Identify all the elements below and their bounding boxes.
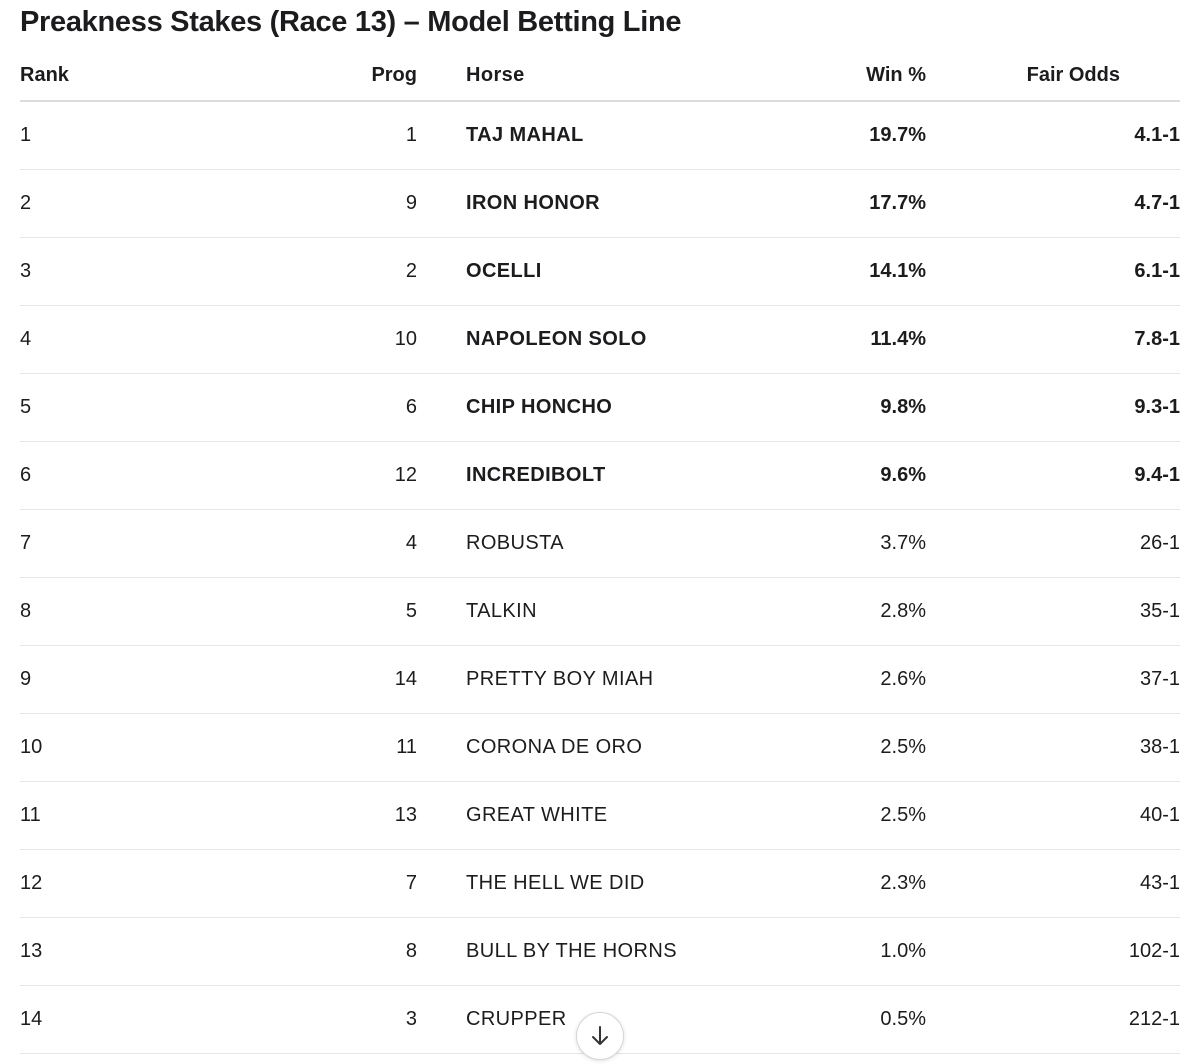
table-cell: 12 [394, 463, 417, 486]
table-cell: 8 [405, 939, 417, 962]
table-cell: NAPOLEON SOLO [466, 327, 647, 350]
table-cell: BULL BY THE HORNS [466, 939, 677, 962]
table-row: 2 9 IRON HONOR 17.7% 4.7-1 [20, 169, 1180, 238]
table-cell: CORONA DE ORO [466, 735, 643, 758]
table-cell: PRETTY BOY MIAH [466, 667, 654, 690]
arrow-icon [592, 1026, 608, 1045]
table-row: 1 1 TAJ MAHAL 19.7% 4.1-1 [20, 101, 1180, 170]
table-cell: 2.5% [880, 803, 926, 826]
table-cell: 3 [405, 1007, 417, 1030]
table-cell: 14.1% [869, 259, 926, 282]
table-cell: 3.7% [880, 531, 926, 554]
scroll-down-button[interactable] [576, 1012, 624, 1060]
table-cell: 9.6% [880, 463, 926, 486]
table-cell: 6.1-1 [1134, 259, 1180, 282]
table-cell: TAJ MAHAL [466, 123, 584, 146]
table-cell: 43-1 [1139, 871, 1180, 894]
table-cell: 13 [394, 803, 417, 826]
table-cell: 12 [20, 871, 43, 894]
header-row: Rank Prog Horse Win % Fair Odds [20, 50, 1180, 102]
table-cell: 9.4-1 [1134, 463, 1180, 486]
table-cell: 17.7% [869, 191, 926, 214]
table-row: 9 14 PRETTY BOY MIAH 2.6% 37-1 [20, 645, 1180, 714]
table-cell: 2.8% [880, 599, 926, 622]
table-row: 3 2 OCELLI 14.1% 6.1-1 [20, 237, 1180, 306]
table-cell: 1 [20, 123, 32, 146]
table-row: 8 5 TALKIN 2.8% 35-1 [20, 577, 1180, 646]
table-cell: 212-1 [1128, 1007, 1180, 1030]
table-cell: 8 [20, 599, 32, 622]
table-cell: 2 [20, 191, 32, 214]
table-cell: 7 [20, 531, 32, 554]
table-cell: 6 [20, 463, 32, 486]
table-row: 6 12 INCREDIBOLT 9.6% 9.4-1 [20, 441, 1180, 510]
table-cell: 14 [394, 667, 417, 690]
table-cell: 3 [20, 259, 32, 282]
table-row: 4 10 NAPOLEON SOLO 11.4% 7.8-1 [20, 305, 1180, 374]
table-cell: 10 [394, 327, 417, 350]
table-cell: 14 [20, 1007, 43, 1030]
table-cell: 1.0% [880, 939, 926, 962]
table-cell: GREAT WHITE [466, 803, 608, 826]
table-cell: 102-1 [1128, 939, 1180, 962]
table-cell: 2 [405, 259, 417, 282]
table-cell: 40-1 [1139, 803, 1180, 826]
table-cell: 4.1-1 [1134, 123, 1180, 146]
table-cell: 9 [405, 191, 417, 214]
table-row: 12 7 THE HELL WE DID 2.3% 43-1 [20, 849, 1180, 918]
table-cell: 35-1 [1139, 599, 1180, 622]
column-header: Rank [20, 63, 69, 86]
table-row: 13 8 BULL BY THE HORNS 1.0% 102-1 [20, 917, 1180, 986]
table-cell: 11.4% [870, 327, 926, 350]
table-cell: 6 [405, 395, 417, 418]
table-cell: INCREDIBOLT [466, 463, 606, 486]
table-cell: CHIP HONCHO [466, 395, 613, 418]
table-cell: TALKIN [466, 599, 537, 622]
table-cell: 4 [20, 327, 32, 350]
table-cell: 0.5% [880, 1007, 926, 1030]
table-cell: 4.7-1 [1134, 191, 1180, 214]
table-row: 5 6 CHIP HONCHO 9.8% 9.3-1 [20, 373, 1180, 442]
table-cell: 37-1 [1139, 667, 1180, 690]
table-cell: IRON HONOR [466, 191, 600, 214]
table-cell: 10 [20, 735, 43, 758]
table-row: 10 11 CORONA DE ORO 2.5% 38-1 [20, 713, 1180, 782]
table-cell: 2.6% [880, 667, 926, 690]
table-cell: 7.8-1 [1134, 327, 1180, 350]
table-cell: 9 [20, 667, 32, 690]
table-row: 11 13 GREAT WHITE 2.5% 40-1 [20, 781, 1180, 850]
table-cell: 38-1 [1139, 735, 1180, 758]
table-cell: 1 [405, 123, 417, 146]
table-cell: 7 [405, 871, 417, 894]
column-header: Win % [866, 63, 926, 86]
table-cell: ROBUSTA [466, 531, 564, 554]
table-cell: 19.7% [869, 123, 926, 146]
table-cell: OCELLI [466, 259, 542, 282]
table-cell: 9.3-1 [1134, 395, 1180, 418]
table-cell: 26-1 [1139, 531, 1180, 554]
table-row: 7 4 ROBUSTA 3.7% 26-1 [20, 509, 1180, 578]
table-cell: CRUPPER [466, 1007, 567, 1030]
table-cell: 5 [20, 395, 32, 418]
table-cell: 2.5% [880, 735, 926, 758]
column-header: Fair Odds [1026, 63, 1120, 86]
table-cell: 5 [405, 599, 417, 622]
table-cell: 13 [20, 939, 43, 962]
table-cell: 11 [396, 735, 417, 758]
table-cell: THE HELL WE DID [466, 871, 645, 894]
table-cell: 2.3% [880, 871, 926, 894]
table-cell: 4 [405, 531, 417, 554]
page-title: Preakness Stakes (Race 13) – Model Betti… [20, 6, 682, 38]
column-header: Horse [466, 63, 525, 86]
column-header: Prog [371, 63, 417, 86]
table-cell: 11 [20, 803, 41, 826]
table-cell: 9.8% [880, 395, 926, 418]
